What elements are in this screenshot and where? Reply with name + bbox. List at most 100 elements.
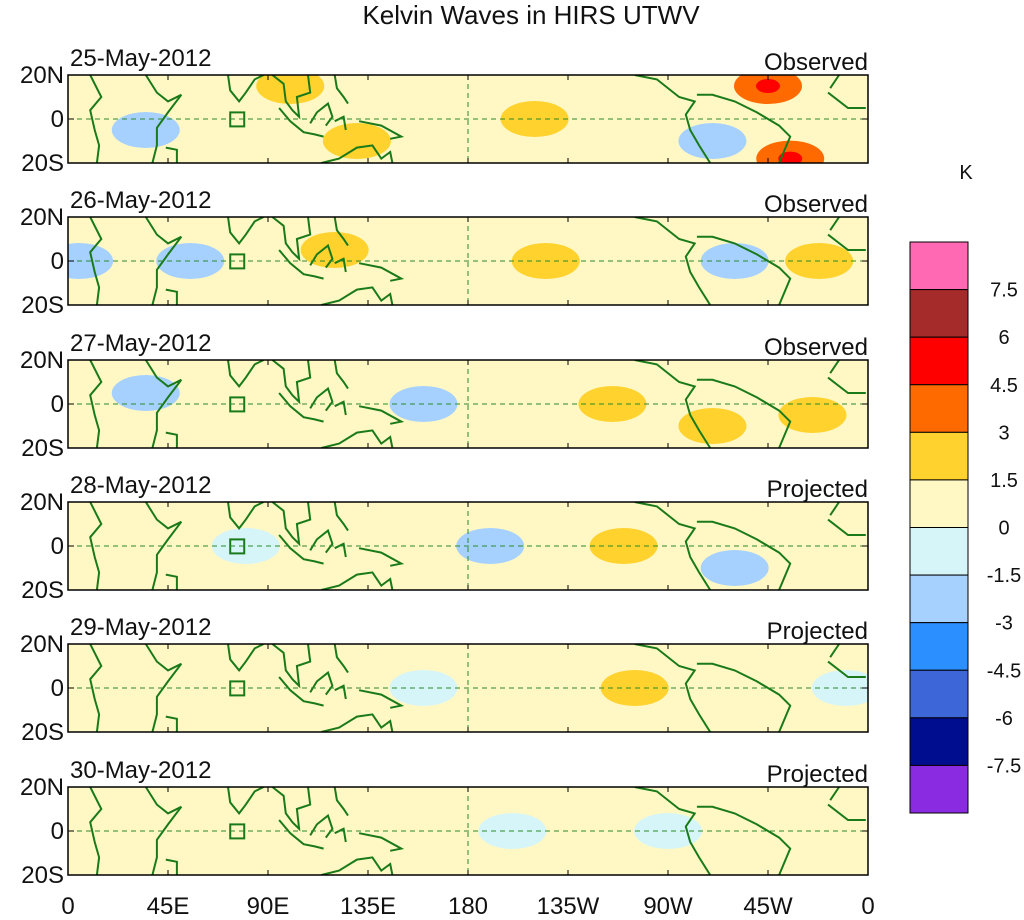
colorbar-label: 3 <box>998 422 1009 444</box>
coastline <box>271 75 312 120</box>
coastline <box>309 243 334 269</box>
map-panel-5: 29-May-2012 Projected 20N 0 20S <box>20 614 869 746</box>
colorbar-label: -1.5 <box>987 565 1021 587</box>
coastline <box>634 502 712 590</box>
coastline <box>634 787 712 875</box>
coastline <box>227 75 265 104</box>
coastline <box>144 644 183 732</box>
coastline <box>333 644 349 674</box>
colorbar-swatch <box>909 241 969 291</box>
panel-status: Observed <box>764 334 868 361</box>
panel-status: Projected <box>767 476 868 503</box>
colorbar-label: -3 <box>995 613 1013 635</box>
map-panel-2: 26-May-2012 Observed 20N 0 20S <box>20 187 869 319</box>
coastline <box>309 813 334 839</box>
coastline <box>333 787 349 817</box>
coastline <box>321 856 394 875</box>
colorbar-swatch <box>909 669 969 719</box>
coastline <box>334 115 347 131</box>
coastline <box>278 107 324 138</box>
anomaly-blob <box>300 232 369 268</box>
coastline <box>321 429 394 448</box>
coastline <box>271 787 312 832</box>
lat-tick-label: 0 <box>51 391 64 418</box>
panel-date: 26-May-2012 <box>70 187 211 214</box>
figure-title: Kelvin Waves in HIRS UTWV <box>362 0 700 30</box>
coastline <box>278 534 324 565</box>
map-panel-6: 30-May-2012 Projected 20N 0 20S <box>20 757 869 889</box>
longitude-axis: 0 45E 90E 135E 180 135W 90W 45W 0 <box>61 893 874 920</box>
coastline <box>227 787 265 816</box>
coastline <box>827 233 866 251</box>
coastline <box>89 75 103 163</box>
coastline <box>165 431 178 448</box>
coastline <box>165 715 178 732</box>
lat-tick-label: 20S <box>21 292 64 319</box>
lat-tick-label: 20S <box>21 435 64 462</box>
lat-tick-label: 20S <box>21 577 64 604</box>
panel-map-area <box>68 644 868 732</box>
anomaly-blob <box>811 670 868 706</box>
colorbar-swatch <box>909 289 969 338</box>
lon-tick-label: 135E <box>340 893 396 920</box>
coastline <box>696 235 792 305</box>
lat-tick-label: 0 <box>51 248 64 275</box>
colorbar-label: 1.5 <box>990 470 1018 492</box>
lon-tick-label: 45W <box>743 893 793 920</box>
coastline <box>827 803 866 821</box>
colorbar: 7.5 6 4.5 3 1.5 0 -1.5 -3 -4.5 -6 -7.5 <box>909 241 1021 814</box>
anomaly-blob <box>600 670 669 706</box>
colorbar-label: 0 <box>998 518 1009 540</box>
coastline <box>144 502 183 590</box>
coastline <box>829 75 840 89</box>
coastline <box>829 360 840 374</box>
colorbar-swatch <box>909 431 969 481</box>
coastline <box>309 670 334 696</box>
lat-tick-label: 20S <box>21 862 64 889</box>
lat-tick-label: 0 <box>51 106 64 133</box>
anomaly-blob <box>634 813 702 849</box>
colorbar-label: 4.5 <box>990 375 1018 397</box>
lon-tick-label: 0 <box>861 893 874 920</box>
coastline <box>321 713 394 732</box>
coastline <box>827 91 866 109</box>
coastline <box>144 360 183 448</box>
lon-tick-label: 90E <box>247 893 290 920</box>
map-panel-1: 25-May-2012 Observed 20N 0 20S <box>20 45 869 177</box>
coastline <box>309 101 334 127</box>
coastline <box>271 502 312 547</box>
colorbar-swatch <box>909 622 969 671</box>
coastline <box>333 217 349 247</box>
lon-tick-label: 180 <box>448 893 488 920</box>
coastline <box>89 787 103 875</box>
coastline <box>827 376 866 394</box>
colorbar-swatch <box>909 336 969 386</box>
anomaly-blob <box>211 528 280 564</box>
coastline <box>278 819 324 850</box>
coastline <box>634 360 712 448</box>
coastline <box>358 120 405 140</box>
coastline <box>829 787 840 801</box>
lon-tick-label: 45E <box>147 893 190 920</box>
coastline <box>358 405 405 425</box>
colorbar-swatch <box>909 764 969 814</box>
coastline <box>696 805 792 875</box>
coastline <box>696 520 792 590</box>
coastline <box>271 217 312 262</box>
anomaly-blob <box>156 243 225 279</box>
coastline <box>334 684 347 700</box>
coastline <box>227 360 265 389</box>
lat-tick-label: 20N <box>20 62 64 89</box>
colorbar-label: -7.5 <box>987 755 1021 777</box>
anomaly-blob <box>589 528 658 564</box>
lat-tick-label: 0 <box>51 533 64 560</box>
anomaly-blob <box>256 75 325 104</box>
coastline <box>358 832 405 852</box>
lon-tick-label: 0 <box>61 893 74 920</box>
lon-tick-label: 90W <box>643 893 693 920</box>
anomaly-blob <box>111 375 180 411</box>
panel-status: Observed <box>764 49 868 76</box>
